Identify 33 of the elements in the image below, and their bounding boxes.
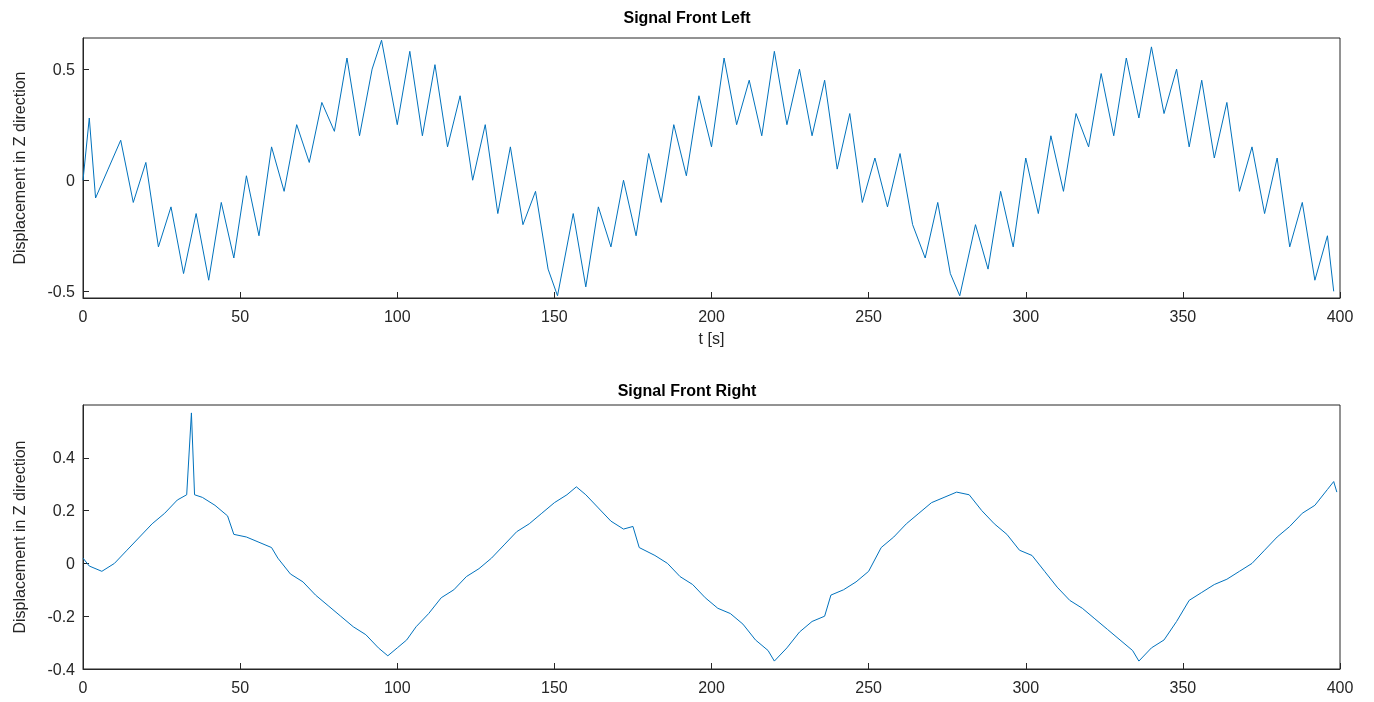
x-tick-label: 300 (1012, 678, 1040, 696)
x-tick-label: 250 (855, 307, 883, 325)
x-tick-label: 250 (855, 678, 883, 696)
y-tick-label: 0 (66, 171, 76, 189)
x-tick-label: 350 (1169, 307, 1197, 325)
x-tick-label: 0 (78, 678, 88, 696)
chart-title: Signal Front Left (623, 8, 752, 26)
y-axis-title: Displacement in Z direction (10, 440, 28, 634)
x-tick-label: 300 (1012, 307, 1040, 325)
y-tick-label: 0.5 (52, 60, 76, 78)
y-tick-label: -0.2 (47, 607, 76, 625)
x-tick-label: 200 (698, 307, 725, 325)
chart-title: Signal Front Right (617, 381, 757, 399)
y-tick-label: 0.4 (52, 449, 76, 467)
y-tick-label: -0.4 (47, 660, 76, 678)
y-tick-label: -0.5 (47, 282, 76, 300)
x-tick-label: 50 (231, 678, 250, 696)
x-tick-label: 100 (383, 307, 411, 325)
x-axis-title: t [s] (698, 329, 725, 347)
x-tick-label: 400 (1326, 678, 1354, 696)
line-series (82, 39, 1335, 297)
y-tick-label: 0 (66, 554, 76, 572)
y-tick-label: 0.2 (52, 502, 76, 520)
x-tick-label: 400 (1326, 307, 1354, 325)
x-tick-label: 0 (78, 307, 88, 325)
line-series (82, 412, 1338, 662)
x-tick-label: 350 (1169, 678, 1197, 696)
x-tick-label: 200 (698, 678, 725, 696)
x-tick-label: 150 (541, 678, 568, 696)
x-tick-label: 50 (231, 307, 250, 325)
x-tick-label: 150 (541, 307, 568, 325)
y-axis-title: Displacement in Z direction (10, 71, 28, 265)
x-tick-label: 100 (383, 678, 411, 696)
